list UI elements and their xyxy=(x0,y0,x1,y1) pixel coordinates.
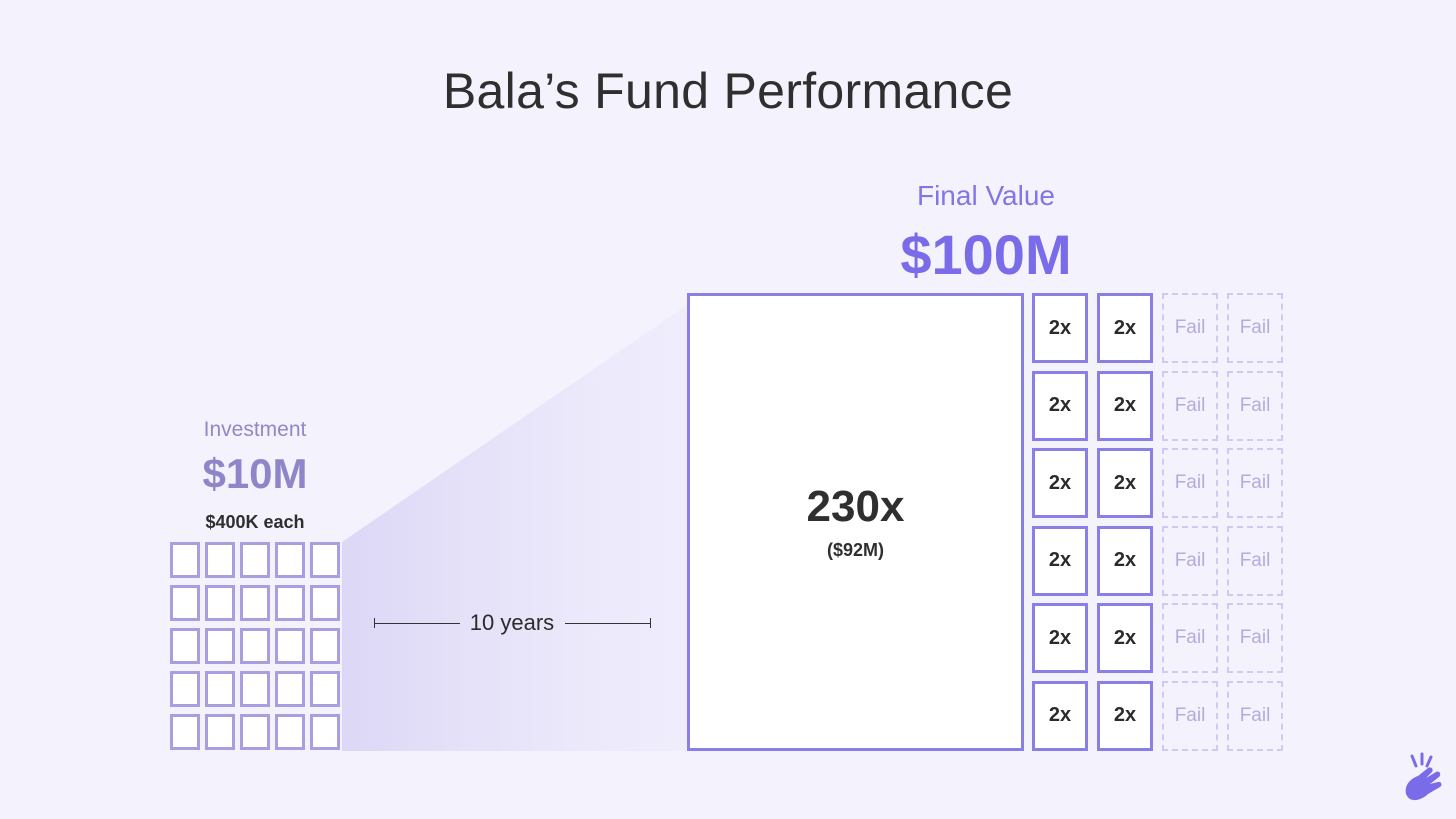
outcome-fail-cell: Fail xyxy=(1227,681,1283,751)
outcome-fail-cell: Fail xyxy=(1227,526,1283,596)
page-title: Bala’s Fund Performance xyxy=(0,62,1456,120)
investment-company-cell xyxy=(240,585,270,621)
investment-company-cell xyxy=(310,585,340,621)
investment-company-cell xyxy=(310,542,340,578)
top-outcome-box: 230x ($92M) xyxy=(687,293,1024,751)
investment-company-cell xyxy=(240,714,270,750)
investment-company-cell xyxy=(240,671,270,707)
outcome-win-cell: 2x xyxy=(1032,293,1088,363)
investment-company-cell xyxy=(275,714,305,750)
investment-company-cell xyxy=(275,585,305,621)
investment-company-cell xyxy=(170,714,200,750)
top-outcome-value: ($92M) xyxy=(690,540,1021,561)
outcome-fail-cell: Fail xyxy=(1162,603,1218,673)
outcome-fail-cell: Fail xyxy=(1227,293,1283,363)
outcome-fail-cell: Fail xyxy=(1162,371,1218,441)
investment-company-cell xyxy=(170,585,200,621)
investment-company-cell xyxy=(170,628,200,664)
outcome-win-cell: 2x xyxy=(1032,681,1088,751)
outcome-win-cell: 2x xyxy=(1097,603,1153,673)
investment-company-cell xyxy=(310,714,340,750)
outcome-fail-cell: Fail xyxy=(1227,448,1283,518)
investment-company-cell xyxy=(275,542,305,578)
investment-company-cell xyxy=(275,671,305,707)
investment-company-cell xyxy=(205,585,235,621)
outcome-win-cell: 2x xyxy=(1032,603,1088,673)
investment-per-company: $400K each xyxy=(150,512,360,533)
outcome-win-cell: 2x xyxy=(1097,681,1153,751)
outcome-fail-cell: Fail xyxy=(1227,603,1283,673)
investment-company-cell xyxy=(310,671,340,707)
investment-company-cell xyxy=(205,628,235,664)
investment-label: Investment xyxy=(170,418,340,442)
investment-company-cell xyxy=(275,628,305,664)
outcome-win-cell: 2x xyxy=(1032,448,1088,518)
investment-company-cell xyxy=(240,628,270,664)
investment-company-cell xyxy=(170,671,200,707)
duration-label: 10 years xyxy=(462,610,562,636)
outcome-win-cell: 2x xyxy=(1097,293,1153,363)
outcome-fail-cell: Fail xyxy=(1162,293,1218,363)
snapping-hand-icon xyxy=(1398,750,1446,806)
investment-company-cell xyxy=(205,671,235,707)
investment-grid xyxy=(170,542,340,750)
outcome-fail-cell: Fail xyxy=(1162,448,1218,518)
outcome-win-cell: 2x xyxy=(1097,526,1153,596)
final-value-amount: $100M xyxy=(836,222,1136,287)
outcome-win-cell: 2x xyxy=(1097,448,1153,518)
investment-company-cell xyxy=(240,542,270,578)
duration-end-tick xyxy=(650,618,651,628)
outcome-fail-cell: Fail xyxy=(1227,371,1283,441)
outcome-win-cell: 2x xyxy=(1097,371,1153,441)
outcome-win-cell: 2x xyxy=(1032,371,1088,441)
investment-company-cell xyxy=(205,542,235,578)
outcome-fail-cell: Fail xyxy=(1162,526,1218,596)
investment-company-cell xyxy=(205,714,235,750)
outcome-grid: 2x 2x Fail Fail 2x 2x Fail Fail 2x 2x Fail Fail 2x 2x… xyxy=(1032,293,1283,751)
investment-company-cell xyxy=(170,542,200,578)
investment-company-cell xyxy=(310,628,340,664)
outcome-fail-cell: Fail xyxy=(1162,681,1218,751)
investment-amount: $10M xyxy=(150,450,360,498)
final-value-label: Final Value xyxy=(836,180,1136,212)
outcome-win-cell: 2x xyxy=(1032,526,1088,596)
duration-line-right xyxy=(565,623,651,624)
duration-line-left xyxy=(374,623,460,624)
top-outcome-multiple: 230x xyxy=(690,482,1021,532)
